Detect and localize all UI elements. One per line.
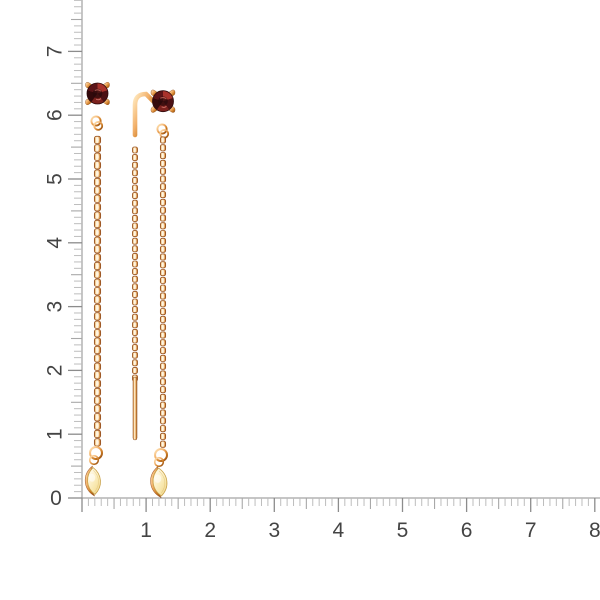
svg-text:6: 6 bbox=[461, 519, 473, 542]
svg-text:4: 4 bbox=[44, 237, 67, 249]
svg-text:7: 7 bbox=[44, 46, 67, 58]
svg-text:5: 5 bbox=[44, 173, 67, 185]
svg-text:6: 6 bbox=[44, 109, 67, 121]
svg-text:7: 7 bbox=[525, 519, 537, 542]
svg-text:4: 4 bbox=[333, 519, 345, 542]
svg-text:1: 1 bbox=[44, 428, 67, 440]
svg-text:1: 1 bbox=[140, 519, 152, 542]
svg-text:2: 2 bbox=[204, 519, 216, 542]
svg-text:2: 2 bbox=[44, 365, 67, 377]
svg-text:8: 8 bbox=[589, 519, 600, 542]
svg-text:3: 3 bbox=[268, 519, 280, 542]
svg-text:0: 0 bbox=[50, 487, 62, 510]
svg-text:3: 3 bbox=[44, 301, 67, 313]
svg-text:5: 5 bbox=[397, 519, 409, 542]
